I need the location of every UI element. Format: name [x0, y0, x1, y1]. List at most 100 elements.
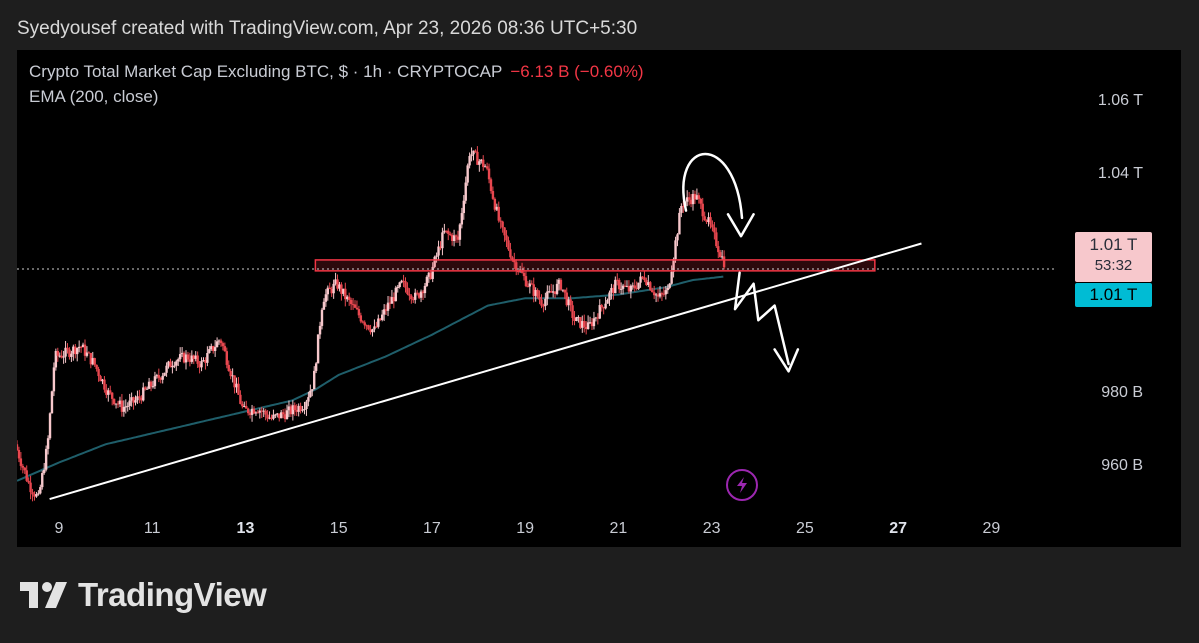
- candle: [349, 297, 353, 311]
- candle-body: [548, 291, 551, 293]
- candle-body: [540, 299, 543, 306]
- candle-body: [149, 381, 153, 387]
- candle: [532, 277, 535, 303]
- candle: [412, 296, 415, 303]
- date-tick-label: 15: [329, 520, 348, 537]
- candle: [305, 399, 308, 416]
- candle-body: [384, 309, 388, 311]
- candle: [198, 361, 201, 374]
- candle-body: [559, 279, 563, 290]
- candle-body: [699, 198, 702, 204]
- candle-body: [596, 317, 600, 319]
- candle-body: [64, 347, 67, 357]
- candle: [42, 462, 46, 475]
- candle: [414, 288, 417, 304]
- legend-indicator[interactable]: EMA (200, close): [29, 87, 159, 106]
- candle-body: [711, 224, 714, 228]
- candle: [503, 227, 506, 242]
- candle: [186, 351, 190, 362]
- candle: [109, 385, 112, 395]
- candle-body: [460, 213, 464, 225]
- candle: [313, 366, 316, 390]
- candle: [355, 300, 359, 310]
- chart-panel[interactable]: Crypto Total Market Cap Excluding BTC, $…: [17, 50, 1181, 547]
- candle: [233, 375, 236, 394]
- candle: [544, 292, 547, 311]
- candle: [281, 409, 285, 419]
- candle-body: [326, 287, 330, 295]
- candle: [225, 347, 228, 369]
- candle-body: [666, 287, 669, 291]
- candle-body: [423, 285, 427, 294]
- candle: [470, 147, 473, 162]
- candle: [596, 313, 600, 325]
- candle-body: [223, 346, 227, 352]
- candle: [17, 440, 19, 451]
- candle-body: [235, 383, 238, 388]
- candle: [373, 319, 376, 333]
- candle-body: [678, 212, 681, 235]
- candle: [41, 470, 44, 490]
- candle-body: [227, 364, 230, 371]
- candle: [691, 189, 695, 211]
- candle-body: [722, 256, 726, 268]
- candle-body: [151, 386, 155, 388]
- legend-symbol[interactable]: Crypto Total Market Cap Excluding BTC, $…: [29, 62, 644, 82]
- candle: [167, 360, 170, 369]
- candle-body: [538, 296, 541, 300]
- candle-body: [511, 257, 514, 260]
- candle: [711, 220, 714, 232]
- candle-body: [283, 414, 287, 420]
- candle: [21, 463, 25, 474]
- candle: [507, 236, 510, 251]
- date-tick-label: 11: [143, 520, 161, 537]
- candle: [654, 292, 658, 303]
- candle-body: [190, 355, 194, 362]
- candle-body: [120, 400, 124, 412]
- candle-body: [382, 309, 386, 315]
- candle: [421, 289, 425, 301]
- candle-body: [39, 487, 42, 494]
- candle: [417, 292, 421, 300]
- candle-body: [654, 294, 658, 296]
- candle-body: [617, 279, 621, 290]
- candle: [93, 357, 96, 367]
- candle-body: [660, 293, 664, 295]
- bar-countdown: 53:32: [1094, 257, 1133, 274]
- candle-body: [279, 412, 283, 419]
- candle-body: [489, 179, 493, 192]
- candle: [128, 393, 131, 410]
- candle-body: [573, 317, 576, 322]
- candle-body: [592, 318, 596, 327]
- candle-body: [408, 294, 411, 296]
- candle-body: [140, 397, 143, 401]
- candle-body: [396, 287, 399, 289]
- candle: [44, 445, 48, 472]
- candle-body: [340, 284, 343, 294]
- candle-body: [363, 322, 366, 326]
- candle-body: [307, 397, 310, 402]
- candle-body: [297, 405, 300, 412]
- candle-body: [245, 405, 248, 409]
- candle-body: [272, 414, 275, 419]
- candle: [328, 282, 331, 290]
- candle-body: [188, 359, 192, 362]
- candle-body: [93, 358, 96, 365]
- candle: [433, 255, 436, 269]
- candle-body: [373, 326, 376, 330]
- candle: [460, 207, 464, 229]
- candle-body: [204, 360, 207, 363]
- candle-body: [682, 206, 685, 208]
- price-chart[interactable]: [17, 50, 1181, 547]
- candle-body: [314, 363, 318, 371]
- candle: [577, 315, 580, 323]
- candle-body: [623, 285, 627, 287]
- candle: [196, 351, 199, 369]
- candle-body: [246, 408, 250, 414]
- candle: [64, 341, 67, 363]
- candle-body: [311, 389, 314, 391]
- lightning-bolt-icon[interactable]: [726, 469, 758, 501]
- candle-body: [85, 352, 89, 356]
- candle: [561, 289, 565, 293]
- candle: [437, 240, 440, 261]
